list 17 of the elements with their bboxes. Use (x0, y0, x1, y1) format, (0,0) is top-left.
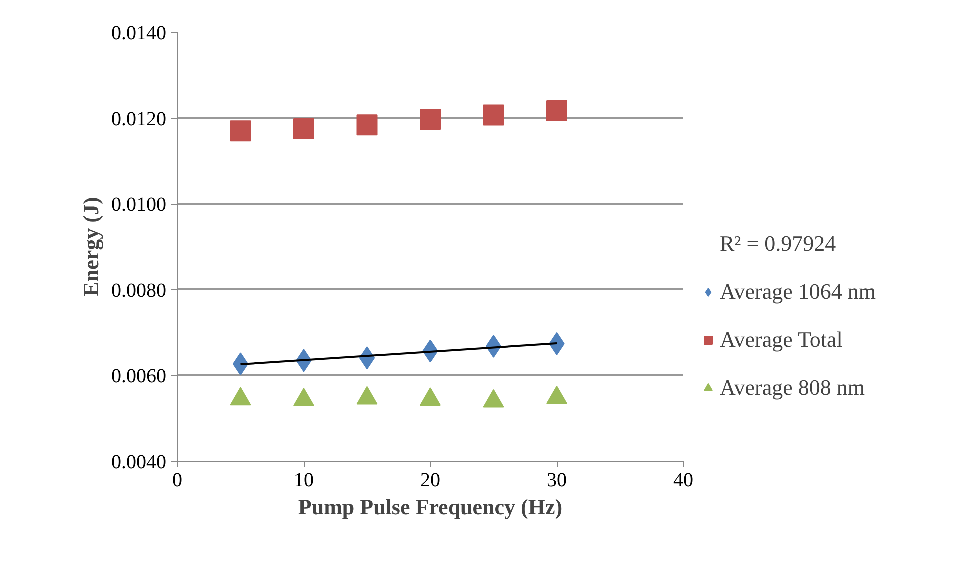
y-tick-label: 0.0040 (112, 452, 166, 474)
legend-label: Average 1064 nm (720, 279, 876, 305)
x-tick-label: 20 (420, 470, 440, 492)
x-tick-label: 10 (294, 470, 314, 492)
y-tick-label: 0.0080 (112, 280, 166, 302)
x-tick-label: 0 (172, 470, 182, 492)
text: R² = 0.97924 (720, 231, 836, 257)
x-tick-label: 40 (674, 470, 694, 492)
x-axis-title: Pump Pulse Frequency (Hz) (298, 494, 563, 520)
legend-label: Average Total (720, 327, 843, 353)
x-tick-label: 30 (547, 470, 567, 492)
y-tick-label: 0.0120 (112, 108, 166, 130)
y-tick-label: 0.0100 (112, 194, 166, 216)
y-tick-label: 0.0140 (112, 22, 166, 44)
y-axis-title: Energy (J) (78, 197, 104, 297)
y-tick-label: 0.0060 (112, 366, 166, 388)
legend-label: Average 808 nm (720, 375, 865, 401)
